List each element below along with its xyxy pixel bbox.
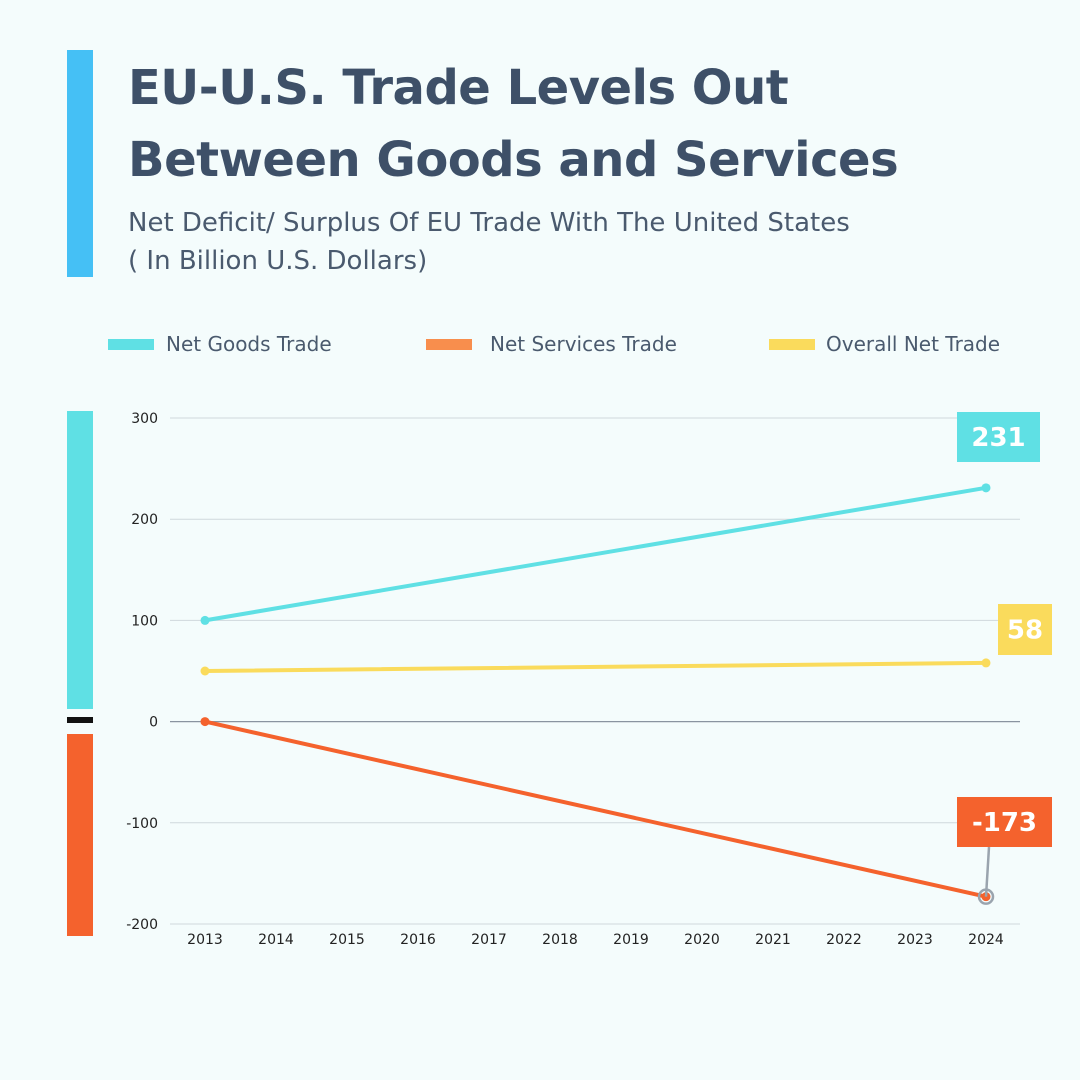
title-line-2: Between Goods and Services <box>128 132 899 188</box>
legend-swatch-overall <box>769 338 815 350</box>
callout-point-ring-net-services-trade <box>977 888 995 905</box>
callout-connector-net-services-trade <box>984 846 991 897</box>
callout-box-overall-net-trade <box>998 604 1052 655</box>
y-tick-label: 200 <box>131 512 158 528</box>
y-tick-label: 300 <box>131 411 158 427</box>
positive-side-bar <box>67 411 93 709</box>
y-tick-label: -100 <box>126 816 158 832</box>
x-tick-label-2023: 2023 <box>897 932 933 948</box>
negative-side-bar <box>67 734 93 936</box>
data-point-net-goods-trade-2013 <box>200 615 210 625</box>
x-tick-label-2016: 2016 <box>400 932 436 948</box>
page-subtitle: Net Deficit/ Surplus Of EU Trade With Th… <box>128 204 1028 280</box>
series-layer <box>200 483 991 902</box>
data-point-overall-net-trade-2013 <box>200 666 210 676</box>
x-tick-label-2014: 2014 <box>258 932 294 948</box>
x-tick-label-2018: 2018 <box>542 932 578 948</box>
zero-marker <box>67 717 93 723</box>
legend-label-services: Net Services Trade <box>490 332 677 356</box>
y-tick-label: 0 <box>149 715 158 731</box>
callout-box-net-services-trade <box>957 797 1052 847</box>
series-line-net-services-trade <box>203 719 988 899</box>
y-tick-label: 100 <box>131 613 158 629</box>
callout-layer: 231 58 -173 <box>957 412 1052 905</box>
legend-label-goods: Net Goods Trade <box>166 332 332 356</box>
y-tick-label: -200 <box>126 917 158 933</box>
series-line-net-goods-trade <box>203 485 988 623</box>
x-tick-label-2017: 2017 <box>471 932 507 948</box>
x-tick-label-2024: 2024 <box>968 932 1004 948</box>
legend-swatch-goods <box>108 338 154 350</box>
legend-item-services: Net Services Trade <box>426 332 677 356</box>
data-label-net-goods-trade: 231 <box>971 423 1025 453</box>
data-label-net-services-trade: -173 <box>972 808 1037 838</box>
data-point-net-goods-trade-2024 <box>981 483 991 493</box>
callout-box-net-goods-trade <box>957 412 1040 462</box>
data-point-net-services-trade-2013 <box>200 717 210 727</box>
legend-swatch-services <box>426 338 472 350</box>
data-point-overall-net-trade-2024 <box>981 658 991 668</box>
legend-item-overall: Overall Net Trade <box>769 332 1000 356</box>
legend-label-overall: Overall Net Trade <box>826 332 1001 356</box>
title-line-1: EU-U.S. Trade Levels Out <box>128 60 789 116</box>
x-tick-label-2013: 2013 <box>187 932 223 948</box>
grid-layer <box>170 417 1020 925</box>
x-tick-label-2021: 2021 <box>755 932 791 948</box>
subtitle-line-1: Net Deficit/ Surplus Of EU Trade With Th… <box>128 208 850 238</box>
subtitle-line-2: ( In Billion U.S. Dollars) <box>128 246 428 276</box>
data-label-overall-net-trade: 58 <box>1007 616 1043 646</box>
x-tick-label-2019: 2019 <box>613 932 649 948</box>
title-accent-bar <box>67 50 93 277</box>
page-title: EU-U.S. Trade Levels Out Between Goods a… <box>128 52 1028 196</box>
legend-item-goods: Net Goods Trade <box>108 332 332 356</box>
axis-labels: 300 200 100 0 -100 -200 2013 2014 2015 2016 2017 20… <box>126 411 1004 948</box>
series-line-overall-net-trade <box>203 660 988 673</box>
x-tick-label-2015: 2015 <box>329 932 365 948</box>
x-tick-label-2020: 2020 <box>684 932 720 948</box>
x-tick-label-2022: 2022 <box>826 932 862 948</box>
